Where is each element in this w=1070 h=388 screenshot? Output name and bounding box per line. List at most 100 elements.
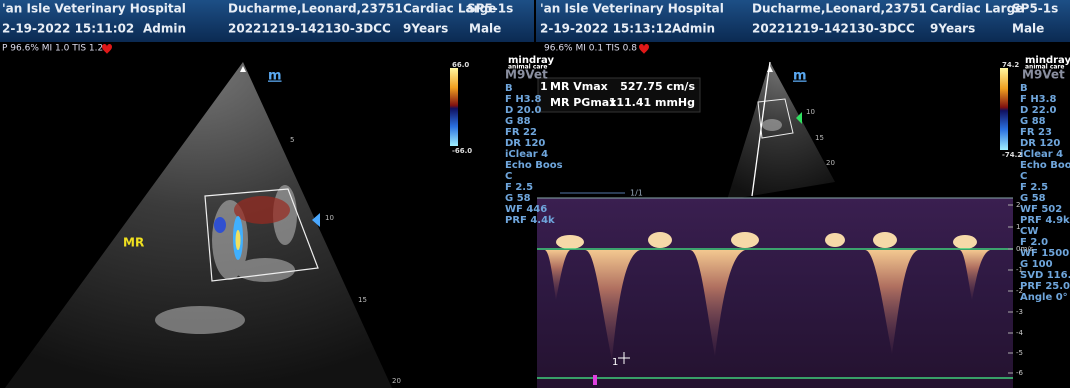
- param: Echo Boos: [1020, 160, 1070, 171]
- param: F H3.8: [1020, 94, 1056, 105]
- status-line: 96.6% MI 0.1 TIS 0.8: [544, 44, 637, 54]
- param: DR 120: [1020, 138, 1060, 149]
- colorbar-max: 74.2: [1002, 61, 1019, 69]
- header-exam-id: 20221219-142130-3DCC: [228, 22, 391, 36]
- spectral-peaks: [556, 232, 977, 249]
- time-marker: [593, 375, 597, 385]
- orientation-marker: m: [268, 69, 282, 84]
- param: DR 120: [505, 138, 545, 149]
- measurement-name: MR Vmax: [550, 80, 608, 93]
- param: D 22.0: [1020, 105, 1056, 116]
- focus-marker: [796, 112, 802, 124]
- scale-label: 2: [1016, 201, 1020, 209]
- logo-sub: animal care: [1025, 64, 1064, 71]
- header-datetime: 2-19-2022 15:11:02: [2, 22, 134, 36]
- spectral-waveform: [545, 250, 990, 360]
- param: FR 22: [505, 127, 537, 138]
- logo-sub: animal care: [508, 64, 547, 71]
- logo-model: M9Vet: [505, 68, 548, 82]
- header-age: 9Years: [930, 22, 975, 36]
- heart-icon: [102, 44, 112, 54]
- param: CW: [1020, 226, 1038, 237]
- param: WF 502: [1020, 204, 1062, 215]
- scale-label: -4: [1016, 329, 1024, 337]
- color-bar: [1000, 68, 1008, 150]
- logo-brand: mindray: [508, 55, 554, 66]
- depth-mark: 10: [806, 108, 815, 116]
- measurement-value: 527.75 cm/s: [620, 80, 695, 93]
- header-sex: Male: [469, 22, 501, 36]
- header-exam-id: 20221219-142130-3DCC: [752, 22, 915, 36]
- scale-label: -3: [1016, 308, 1023, 316]
- param: F 2.5: [505, 182, 533, 193]
- header-preset: Cardiac Large: [403, 2, 496, 16]
- param: Echo Boos: [505, 160, 563, 171]
- scale-label: -6: [1016, 369, 1024, 377]
- header-operator: Admin: [672, 22, 715, 36]
- measurement-box: [537, 77, 701, 113]
- color-bar: [450, 68, 458, 146]
- header-probe: SP5-1s: [1012, 2, 1058, 16]
- param: G 58: [505, 193, 531, 204]
- param: iClear 4: [505, 149, 548, 160]
- color-flow: [214, 196, 290, 260]
- doppler-page: 1/1: [630, 189, 643, 198]
- header-patient: Ducharme,Leonard,23751: [752, 2, 927, 16]
- orientation-marker: m: [793, 69, 807, 84]
- param: G 100: [1020, 259, 1053, 270]
- cw-cursor-line: [751, 61, 771, 197]
- measurement-index: 1: [540, 80, 548, 93]
- depth-mark: 10: [325, 214, 334, 222]
- caliper-index: 1: [612, 357, 618, 368]
- param: iClear 4: [1020, 149, 1063, 160]
- scale-label: -1: [1016, 266, 1023, 274]
- sector-image: [5, 62, 392, 388]
- param: G 58: [1020, 193, 1046, 204]
- header-hospital: 'an Isle Veterinary Hospital: [2, 2, 186, 16]
- header-probe: SP5-1s: [467, 2, 513, 16]
- header-patient: Ducharme,Leonard,23751: [228, 2, 403, 16]
- scale-label: 1: [1016, 223, 1020, 231]
- image-label: MR: [123, 236, 144, 250]
- param: WF 1500: [1020, 248, 1069, 259]
- status-line: P 96.6% MI 1.0 TIS 1.2: [2, 44, 103, 54]
- param: F 2.0: [1020, 237, 1048, 248]
- color-box: [757, 98, 794, 139]
- sector-image: [727, 62, 835, 200]
- depth-mark: 15: [358, 296, 367, 304]
- header-age: 9Years: [403, 22, 448, 36]
- param: D 20.0: [505, 105, 541, 116]
- heart-icon: [639, 44, 649, 54]
- param: Angle 0°: [1020, 292, 1068, 303]
- colorbar-max: 66.0: [452, 61, 469, 69]
- param: F H3.8: [505, 94, 541, 105]
- scale-label: 0m/s: [1016, 245, 1034, 253]
- depth-mark: 20: [826, 159, 835, 167]
- scale-label: -2: [1016, 287, 1023, 295]
- param: C: [505, 171, 512, 182]
- depth-mark: 20: [392, 377, 401, 385]
- header-operator: Admin: [143, 22, 186, 36]
- measurement-name: MR PGmax: [550, 96, 616, 109]
- header-preset: Cardiac Large: [930, 2, 1023, 16]
- header-sex: Male: [1012, 22, 1044, 36]
- param: F 2.5: [1020, 182, 1048, 193]
- logo-brand: mindray: [1025, 55, 1070, 66]
- depth-mark: 15: [815, 134, 824, 142]
- depth-mark: 5: [290, 136, 294, 144]
- logo-model: M9Vet: [1022, 68, 1065, 82]
- color-box: [204, 188, 319, 282]
- probe-mark: [240, 66, 246, 72]
- param: G 88: [505, 116, 531, 127]
- header-datetime: 2-19-2022 15:13:12: [540, 22, 672, 36]
- param: B: [1020, 83, 1028, 94]
- header-hospital: 'an Isle Veterinary Hospital: [540, 2, 724, 16]
- scale-label: -5: [1016, 349, 1023, 357]
- param: PRF 4.9k: [1020, 215, 1070, 226]
- param: SVD 116.2: [1020, 270, 1070, 281]
- focus-marker: [312, 213, 320, 227]
- probe-mark: [767, 66, 773, 72]
- param: PRF 25.0k: [1020, 281, 1070, 292]
- param: FR 23: [1020, 127, 1052, 138]
